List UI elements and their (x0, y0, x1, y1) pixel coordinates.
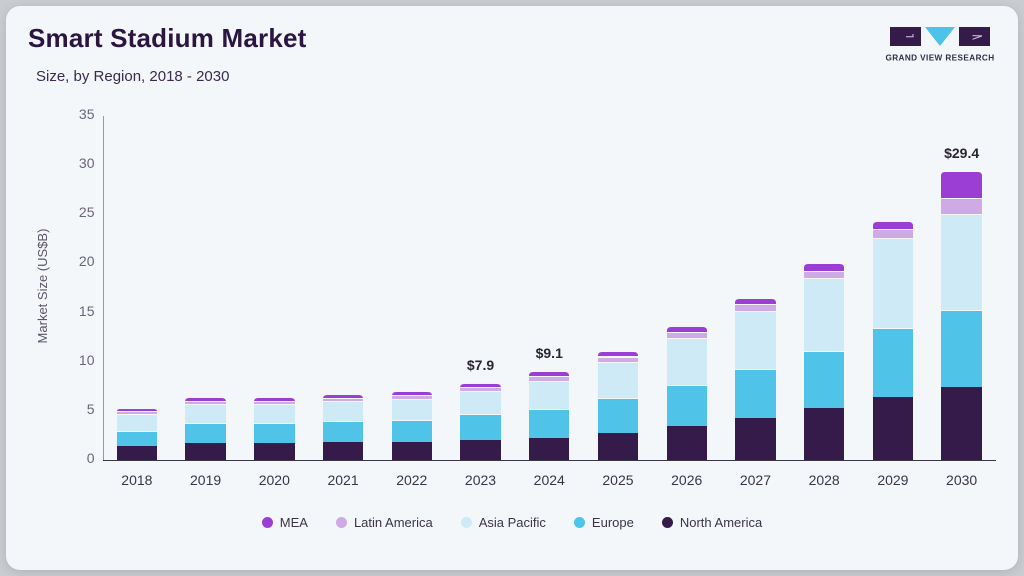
svg-text:GRAND VIEW RESEARCH: GRAND VIEW RESEARCH (885, 53, 994, 62)
